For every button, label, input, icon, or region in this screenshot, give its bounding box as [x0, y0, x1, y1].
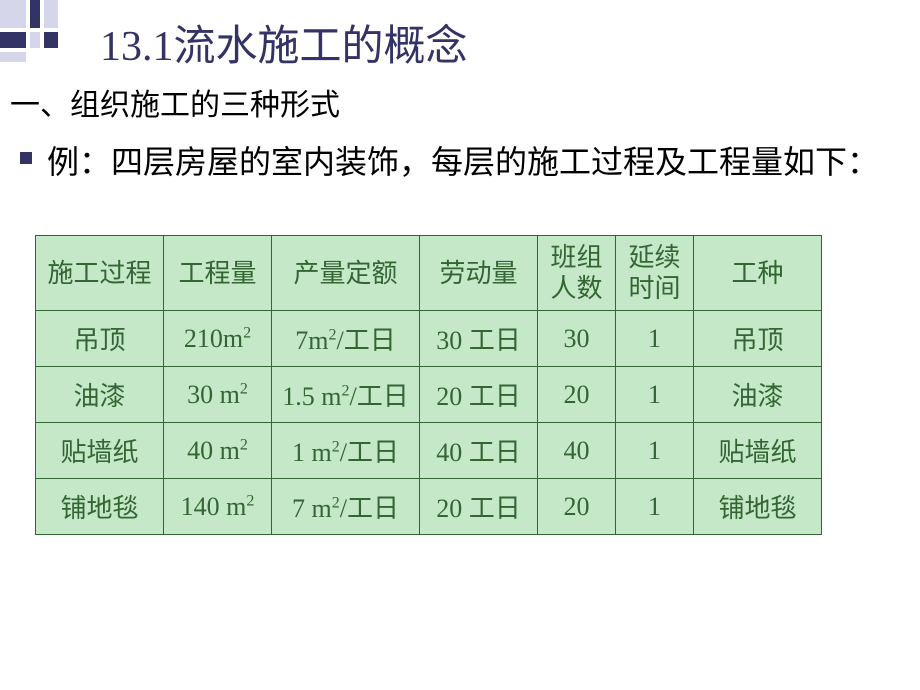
- table-header-cell: 工程量: [164, 236, 272, 311]
- table-cell: 40: [538, 423, 616, 479]
- page-title: 13.1流水施工的概念: [100, 12, 468, 73]
- table-header-cell: 工种: [694, 236, 822, 311]
- table-cell: 1: [616, 479, 694, 535]
- bullet-icon: [20, 152, 32, 164]
- table-row: 吊顶210m27m2/工日30 工日301吊顶: [36, 311, 822, 367]
- table-cell: 1: [616, 311, 694, 367]
- table-cell: 7 m2/工日: [272, 479, 420, 535]
- table-cell: 20 工日: [420, 479, 538, 535]
- table-cell: 30 m2: [164, 367, 272, 423]
- example-text: 例：四层房屋的室内装饰，每层的施工过程及工程量如下：: [47, 140, 907, 185]
- table-header-cell: 延续时间: [616, 236, 694, 311]
- table-cell: 油漆: [36, 367, 164, 423]
- table-cell: 油漆: [694, 367, 822, 423]
- table-cell: 140 m2: [164, 479, 272, 535]
- table-cell: 吊顶: [694, 311, 822, 367]
- table-header-cell: 班组人数: [538, 236, 616, 311]
- table-header-cell: 产量定额: [272, 236, 420, 311]
- construction-table: 施工过程工程量产量定额劳动量班组人数延续时间工种吊顶210m27m2/工日30 …: [35, 235, 822, 535]
- table-cell: 40 m2: [164, 423, 272, 479]
- table-cell: 铺地毯: [694, 479, 822, 535]
- table-cell: 40 工日: [420, 423, 538, 479]
- table-cell: 1.5 m2/工日: [272, 367, 420, 423]
- section-heading: 一、组织施工的三种形式: [10, 80, 340, 124]
- table-cell: 1: [616, 423, 694, 479]
- table-cell: 贴墙纸: [36, 423, 164, 479]
- table-cell: 20 工日: [420, 367, 538, 423]
- table-header-cell: 劳动量: [420, 236, 538, 311]
- table-header-row: 施工过程工程量产量定额劳动量班组人数延续时间工种: [36, 236, 822, 311]
- example-block: 例：四层房屋的室内装饰，每层的施工过程及工程量如下：: [20, 140, 907, 185]
- table-cell: 1: [616, 367, 694, 423]
- table-cell: 30: [538, 311, 616, 367]
- table-cell: 铺地毯: [36, 479, 164, 535]
- table-row: 铺地毯140 m27 m2/工日20 工日201铺地毯: [36, 479, 822, 535]
- table-cell: 7m2/工日: [272, 311, 420, 367]
- table-cell: 30 工日: [420, 311, 538, 367]
- table-header-cell: 施工过程: [36, 236, 164, 311]
- table-row: 贴墙纸40 m21 m2/工日40 工日401贴墙纸: [36, 423, 822, 479]
- table-cell: 贴墙纸: [694, 423, 822, 479]
- table-cell: 1 m2/工日: [272, 423, 420, 479]
- table-cell: 吊顶: [36, 311, 164, 367]
- table-cell: 20: [538, 367, 616, 423]
- table-cell: 210m2: [164, 311, 272, 367]
- table-row: 油漆30 m21.5 m2/工日20 工日201油漆: [36, 367, 822, 423]
- table-cell: 20: [538, 479, 616, 535]
